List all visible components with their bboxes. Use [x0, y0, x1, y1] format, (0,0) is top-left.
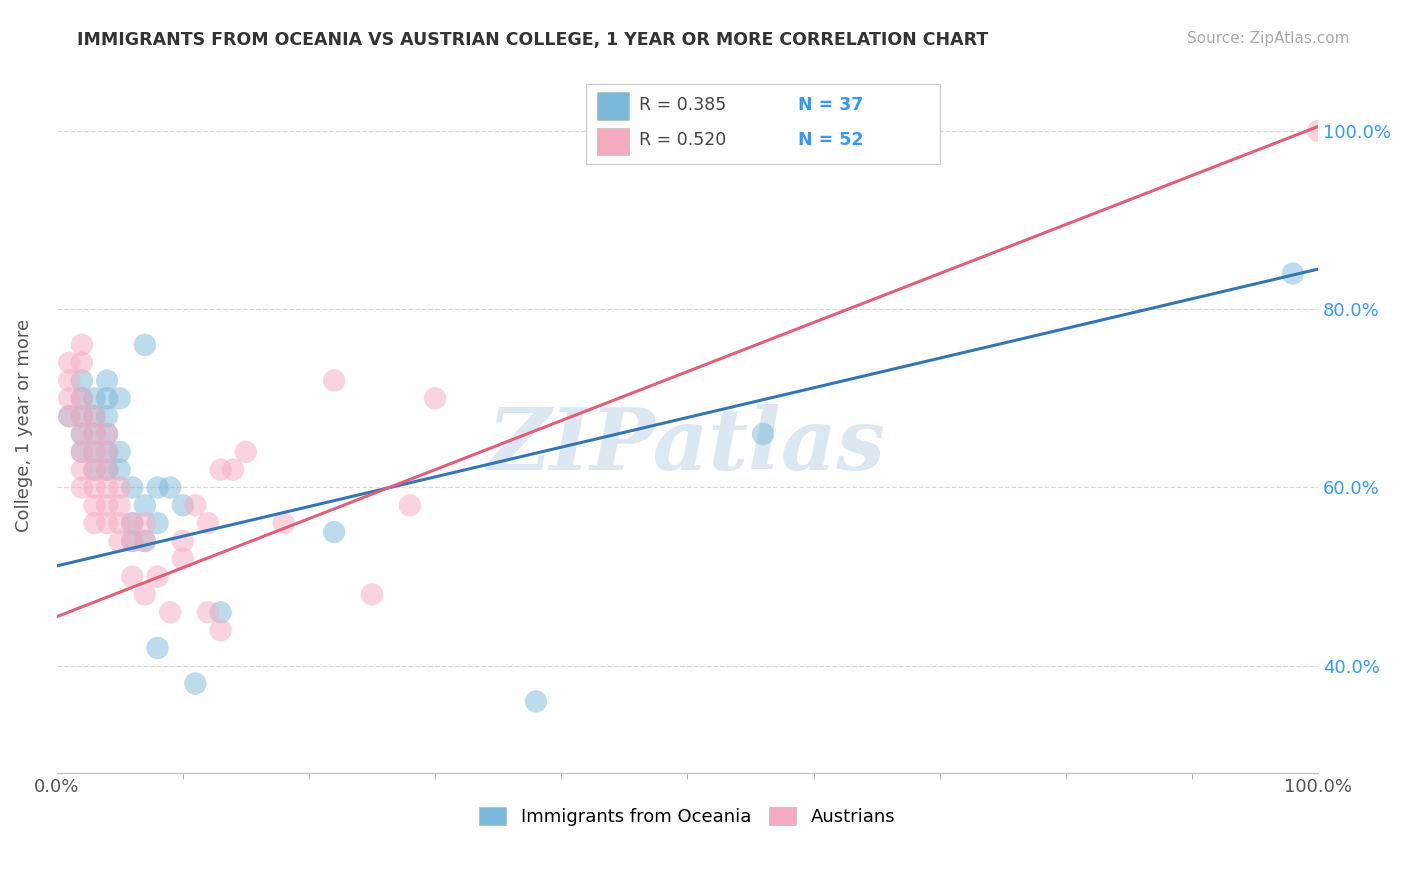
Point: [83, 445, 105, 459]
Point: [83, 427, 105, 442]
Point: [209, 463, 232, 477]
Y-axis label: College, 1 year or more: College, 1 year or more: [15, 318, 32, 532]
Point: [83, 481, 105, 495]
Point: [96, 427, 118, 442]
Point: [121, 516, 143, 530]
Point: [96, 445, 118, 459]
Point: [83, 445, 105, 459]
Point: [96, 463, 118, 477]
Point: [58, 392, 80, 406]
Point: [146, 516, 169, 530]
Point: [108, 499, 131, 513]
Point: [1308, 124, 1330, 138]
Point: [184, 676, 207, 690]
Point: [209, 623, 232, 637]
Text: Source: ZipAtlas.com: Source: ZipAtlas.com: [1187, 31, 1350, 46]
Text: ZIPatlas: ZIPatlas: [488, 404, 886, 488]
Point: [58, 374, 80, 388]
Point: [83, 409, 105, 424]
Point: [70, 463, 93, 477]
Point: [70, 481, 93, 495]
Point: [524, 694, 547, 708]
Point: [70, 392, 93, 406]
Point: [159, 481, 181, 495]
Point: [108, 533, 131, 548]
Point: [96, 499, 118, 513]
Point: [70, 392, 93, 406]
Point: [361, 587, 384, 601]
Point: [83, 463, 105, 477]
Point: [70, 445, 93, 459]
Point: [398, 499, 420, 513]
Point: [70, 356, 93, 370]
Point: [209, 605, 232, 619]
Point: [134, 516, 156, 530]
Point: [96, 481, 118, 495]
Point: [323, 374, 346, 388]
Point: [172, 533, 194, 548]
Point: [58, 409, 80, 424]
Point: [146, 481, 169, 495]
Point: [96, 409, 118, 424]
Point: [134, 499, 156, 513]
Point: [121, 481, 143, 495]
Point: [134, 587, 156, 601]
Point: [121, 533, 143, 548]
Point: [134, 533, 156, 548]
Text: IMMIGRANTS FROM OCEANIA VS AUSTRIAN COLLEGE, 1 YEAR OR MORE CORRELATION CHART: IMMIGRANTS FROM OCEANIA VS AUSTRIAN COLL…: [77, 31, 988, 49]
Point: [96, 427, 118, 442]
Point: [108, 516, 131, 530]
Point: [184, 499, 207, 513]
Point: [172, 499, 194, 513]
Point: [146, 569, 169, 583]
Point: [70, 409, 93, 424]
Point: [70, 374, 93, 388]
Point: [146, 640, 169, 655]
Point: [159, 605, 181, 619]
Point: [96, 445, 118, 459]
Point: [83, 499, 105, 513]
Point: [121, 516, 143, 530]
Point: [96, 392, 118, 406]
Point: [70, 445, 93, 459]
Point: [108, 445, 131, 459]
Point: [423, 392, 446, 406]
Point: [83, 392, 105, 406]
Point: [83, 516, 105, 530]
Point: [323, 524, 346, 539]
Point: [70, 427, 93, 442]
Point: [70, 427, 93, 442]
Legend: Immigrants from Oceania, Austrians: Immigrants from Oceania, Austrians: [472, 799, 903, 833]
Point: [83, 409, 105, 424]
Point: [134, 533, 156, 548]
Point: [70, 409, 93, 424]
Point: [197, 605, 219, 619]
Point: [134, 338, 156, 352]
Point: [58, 356, 80, 370]
Point: [96, 516, 118, 530]
Point: [58, 409, 80, 424]
Point: [83, 463, 105, 477]
Point: [235, 445, 257, 459]
Point: [121, 569, 143, 583]
Point: [108, 463, 131, 477]
Point: [752, 427, 775, 442]
Point: [96, 374, 118, 388]
Point: [172, 551, 194, 566]
Point: [222, 463, 245, 477]
Point: [1282, 267, 1305, 281]
Point: [83, 427, 105, 442]
Point: [273, 516, 295, 530]
Point: [108, 481, 131, 495]
Point: [96, 463, 118, 477]
Point: [70, 338, 93, 352]
Point: [108, 392, 131, 406]
Point: [197, 516, 219, 530]
Point: [121, 533, 143, 548]
